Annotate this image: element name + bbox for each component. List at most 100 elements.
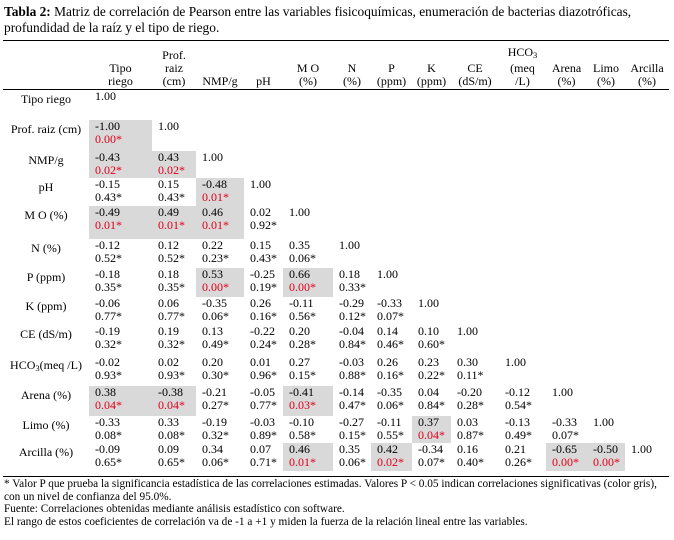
correlation-cell: 0.15 0.43*: [152, 178, 196, 206]
correlation-value: 0.07: [250, 442, 271, 456]
row-label-sub: 3: [35, 363, 40, 373]
p-value: 0.11*: [457, 368, 484, 382]
empty-cell: [625, 239, 669, 268]
p-value: 0.01*: [202, 190, 229, 204]
correlation-value: -0.25: [250, 267, 275, 281]
correlation-value: 0.13: [202, 324, 223, 338]
empty-cell: [546, 297, 587, 325]
empty-cell: [451, 151, 499, 178]
header-hco3-line3: /L): [515, 74, 530, 88]
p-value: 0.49*: [202, 337, 229, 351]
correlation-value: -0.27: [339, 415, 364, 429]
p-value: 0.52*: [95, 251, 122, 265]
empty-cell: [625, 151, 669, 178]
header-tipo-line1: Tipo: [109, 61, 132, 75]
p-value: 0.43*: [250, 251, 277, 265]
p-value: 0.00*: [289, 280, 316, 294]
correlation-value: 1.00: [158, 119, 179, 133]
p-value: 0.93*: [158, 368, 185, 382]
correlation-cell: 0.03 0.87*: [451, 416, 499, 443]
correlation-cell: -0.20 0.28*: [451, 386, 499, 416]
correlation-cell: -1.00 0.00*: [89, 120, 152, 151]
p-value: 0.04*: [158, 398, 185, 412]
correlation-value: 0.18: [339, 267, 360, 281]
header-k-line2: (ppm): [416, 74, 447, 88]
header-k-line1: K: [427, 61, 436, 75]
p-value: 0.43*: [158, 190, 185, 204]
correlation-cell: 0.21 0.26*: [499, 443, 546, 471]
correlation-cell: -0.11 0.55*: [371, 416, 412, 443]
correlation-value: -1.00: [95, 119, 120, 133]
table-row: P (ppm) -0.18 0.35* 0.18 0.35* 0.53 0.00* -0.25…: [3, 268, 669, 297]
empty-cell: [244, 90, 283, 120]
correlation-value: 0.53: [202, 267, 223, 281]
correlation-cell: 0.38 0.04*: [89, 386, 152, 416]
bottom-rule: [3, 476, 669, 477]
header-rule: [3, 89, 669, 90]
header-arena-line1: Arena: [551, 61, 582, 75]
correlation-value: 1.00: [202, 150, 223, 164]
empty-cell: [333, 206, 371, 239]
correlation-cell: -0.38 0.04*: [152, 386, 196, 416]
correlation-cell: 0.13 0.49*: [196, 325, 244, 356]
correlation-value: 0.35: [289, 238, 310, 252]
table-row: Limo (%) -0.33 0.08* 0.33 0.08* -0.19 0.32* -0.…: [3, 416, 669, 443]
table-row: HCO3(meq /L) -0.02 0.93* 0.02 0.93* 0.20 0.30*…: [3, 356, 669, 386]
p-value: 0.32*: [158, 337, 185, 351]
correlation-cell: 0.26 0.16*: [244, 297, 283, 325]
correlation-value: 0.09: [158, 442, 179, 456]
row-label: CE (dS/m): [20, 327, 72, 341]
correlation-value: 0.12: [158, 238, 179, 252]
header-mo-line2: (%): [299, 74, 317, 88]
correlation-value: 0.10: [418, 324, 439, 338]
header-ce-line2: (dS/m): [458, 74, 492, 88]
header-arcilla-line1: Arcilla: [630, 61, 664, 75]
empty-cell: [283, 120, 333, 151]
empty-cell: [412, 206, 451, 239]
correlation-value: 0.14: [377, 324, 398, 338]
empty-cell: [546, 268, 587, 297]
header-prof-line1: Prof.: [162, 48, 186, 62]
correlation-value: -0.22: [250, 324, 275, 338]
p-value: 0.35*: [158, 280, 185, 294]
p-value: 0.32*: [202, 428, 229, 442]
p-value: 0.04*: [95, 398, 122, 412]
correlation-value: 0.34: [202, 442, 223, 456]
p-value: 0.02*: [95, 163, 122, 177]
correlation-cell: -0.50 0.00*: [587, 443, 625, 471]
correlation-cell: 0.04 0.84*: [412, 386, 451, 416]
table-row: pH -0.15 0.43* 0.15 0.43* -0.48 0.01* 1.00: [3, 178, 669, 206]
correlation-value: 0.38: [95, 385, 116, 399]
empty-cell: [587, 297, 625, 325]
correlation-value: -0.14: [339, 385, 364, 399]
empty-cell: [333, 178, 371, 206]
p-value: 0.32*: [95, 337, 122, 351]
header-prof-line2: raiz: [165, 61, 183, 75]
correlation-cell: 0.20 0.30*: [196, 356, 244, 386]
correlation-cell: 0.27 0.15*: [283, 356, 333, 386]
p-value: 0.77*: [95, 309, 122, 323]
correlation-value: 1.00: [418, 296, 439, 310]
empty-cell: [499, 120, 546, 151]
correlation-value: 0.01: [250, 355, 271, 369]
correlation-value: -0.33: [552, 415, 577, 429]
correlation-value: 1.00: [593, 415, 614, 429]
p-value: 0.93*: [95, 368, 122, 382]
header-arcilla-line2: (%): [638, 74, 656, 88]
correlation-cell: 1.00: [333, 239, 371, 268]
p-value: 0.49*: [505, 428, 532, 442]
empty-cell: [412, 151, 451, 178]
correlation-value: 0.06: [158, 296, 179, 310]
p-value: 0.02*: [377, 455, 404, 469]
empty-cell: [244, 151, 283, 178]
p-value: 0.35*: [95, 280, 122, 294]
p-value: 0.30*: [202, 368, 229, 382]
correlation-value: -0.19: [95, 324, 120, 338]
empty-cell: [625, 356, 669, 386]
empty-cell: [587, 120, 625, 151]
empty-cell: [499, 178, 546, 206]
p-value: 0.52*: [158, 251, 185, 265]
header-mo: M O (%): [283, 40, 333, 90]
header-hco3-sub: 3: [533, 50, 538, 60]
empty-cell: [587, 151, 625, 178]
